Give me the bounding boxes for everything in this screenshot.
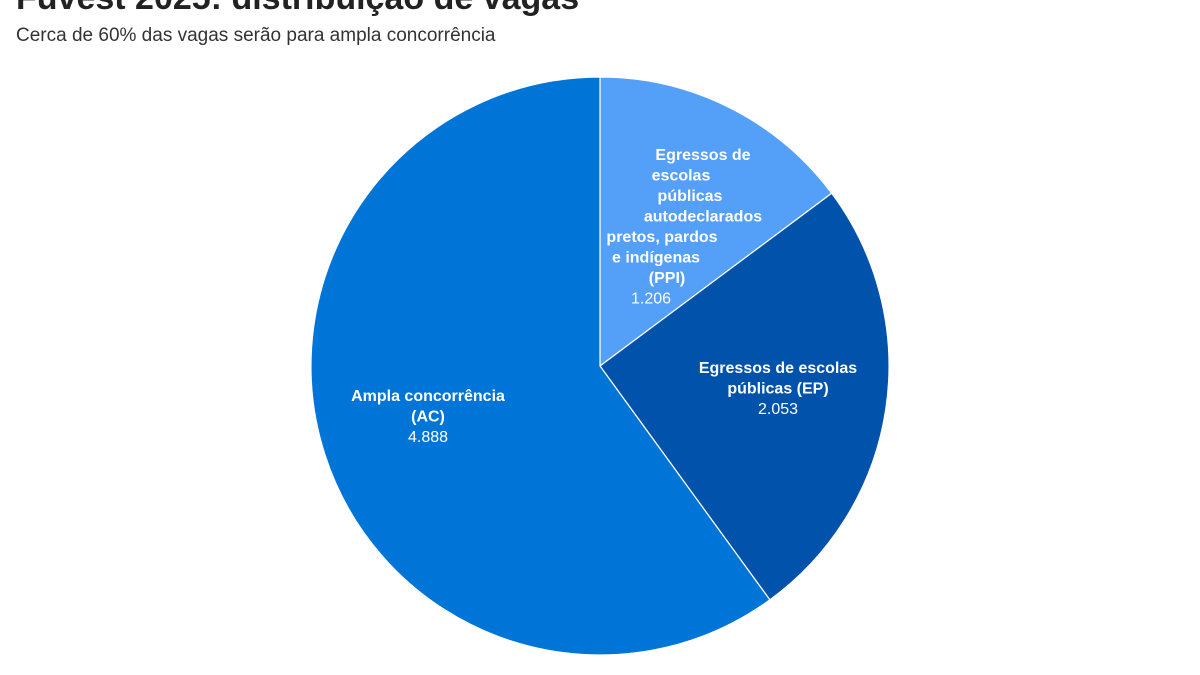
slice-label-2-line-1: (AC) [411,409,445,426]
chart-title: Fuvest 2025: distribuição de vagas [16,0,579,18]
slice-label-0-line-4: pretos, pardos [606,229,717,246]
slice-label-0-line-0: Egressos de [655,147,750,164]
pie-slices [310,76,890,656]
slice-label-2-line-0: Ampla concorrência [351,388,505,405]
slice-label-0-line-3: autodeclarados [644,209,762,226]
pie-slice-0 [599,76,833,368]
slice-value-0: 1.206 [631,291,671,308]
slice-label-1-line-1: públicas (EP) [727,381,828,398]
slice-label-1-line-0: Egressos de escolas [699,360,857,377]
slice-value-2: 4.888 [408,429,448,446]
pie-slice-2 [310,76,771,656]
slice-label-0-line-1: escolas [652,168,711,185]
slice-value-1: 2.053 [758,401,798,418]
pie-labels: Egressos de escolas públicas autodeclarados… [351,147,857,446]
chart-subtitle: Cerca de 60% das vagas serão para ampla … [16,25,496,46]
slice-label-0-line-2: públicas [658,188,723,205]
slice-label-0-line-6: (PPI) [649,270,685,287]
pie-slice-1 [599,192,890,601]
slice-label-0-line-5: e indígenas [612,250,700,267]
